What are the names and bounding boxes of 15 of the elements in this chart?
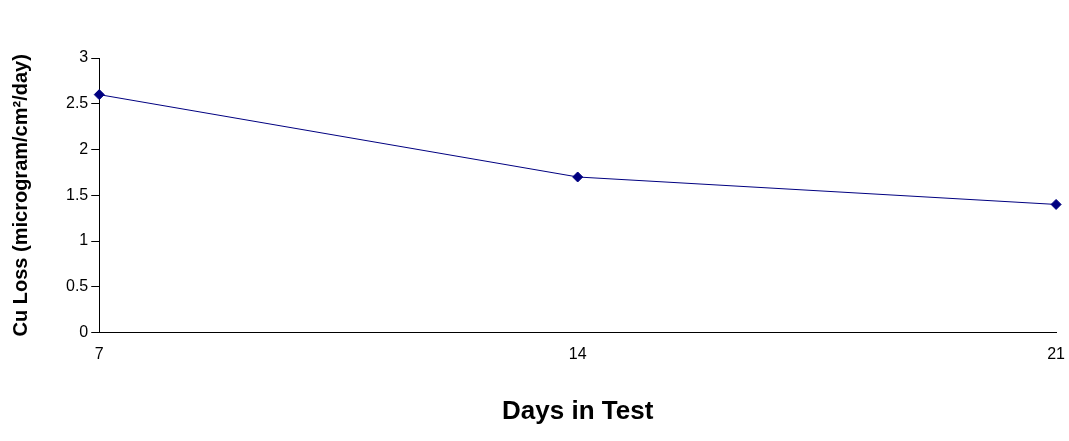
y-tick-label: 2 (79, 139, 89, 157)
x-tick-label: 14 (568, 344, 587, 362)
point (93, 89, 105, 101)
y-tick-label: 0.5 (65, 277, 89, 295)
y-tick-label: 1.5 (65, 185, 89, 203)
x-axis-title: Days in Test (502, 394, 654, 425)
point (572, 171, 584, 183)
y-tick-label: 1 (79, 231, 89, 249)
y-axis-title: Cu Loss (microgram/cm²/day) (8, 54, 31, 337)
y-tick-label: 0 (79, 323, 89, 341)
y-tick-label: 2.5 (65, 94, 89, 112)
x-tick-label: 7 (94, 344, 104, 362)
point (1050, 198, 1062, 210)
x-tick-label: 21 (1047, 344, 1066, 362)
y-tick-label: 3 (79, 48, 89, 66)
